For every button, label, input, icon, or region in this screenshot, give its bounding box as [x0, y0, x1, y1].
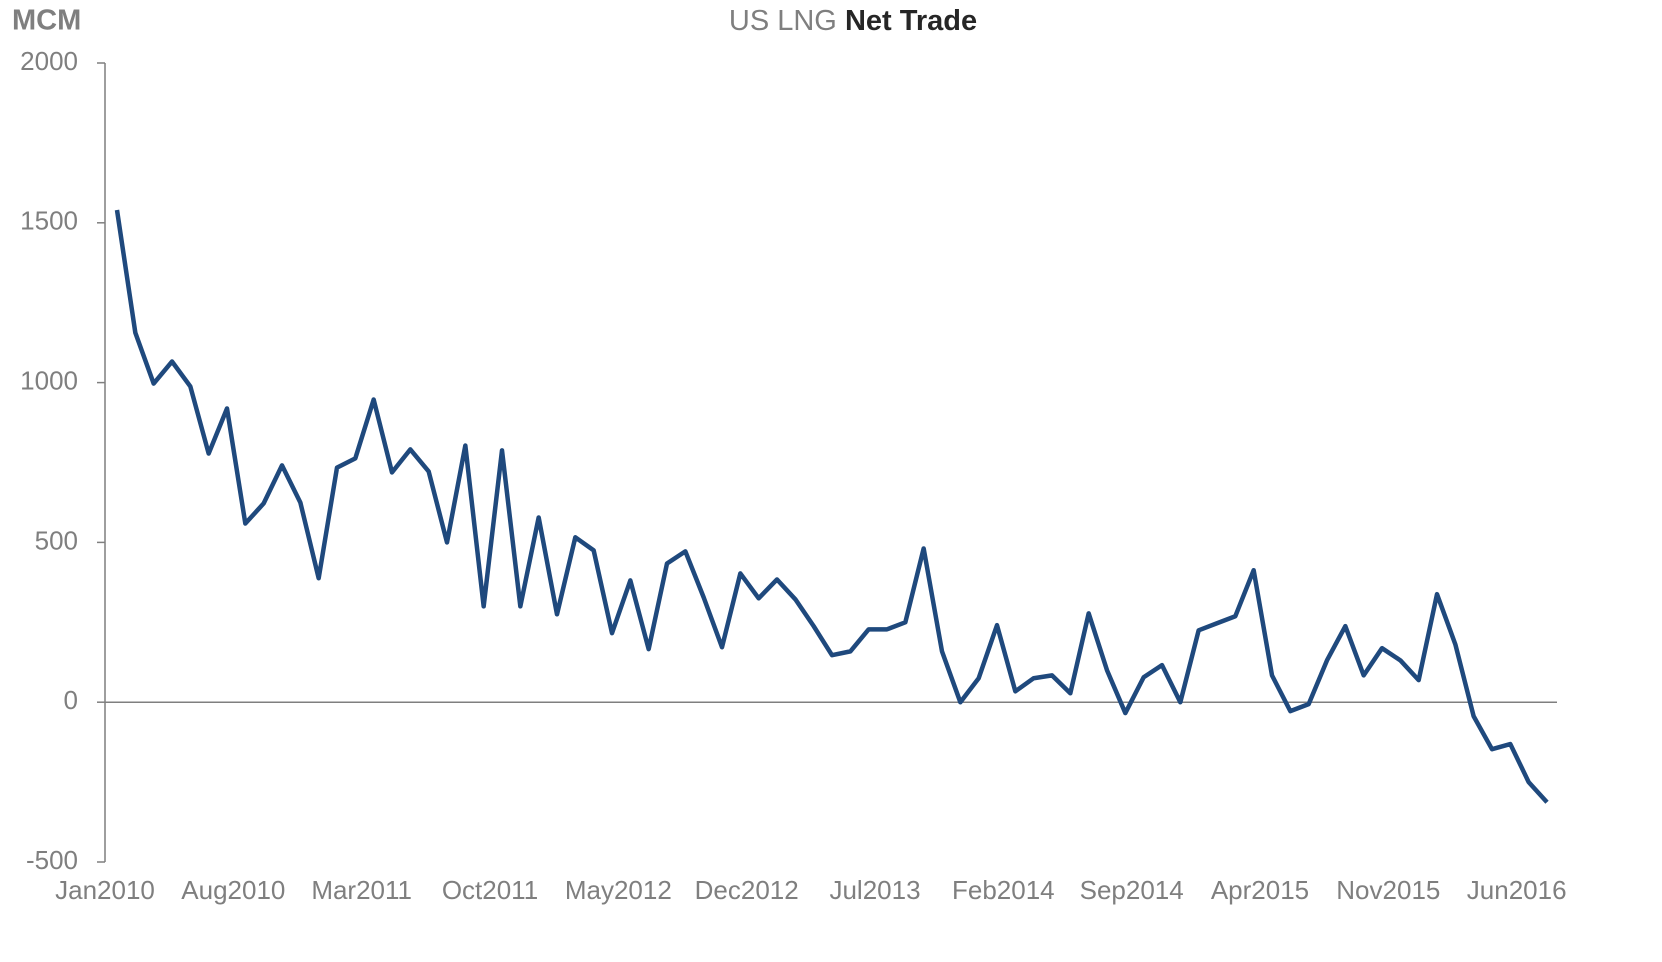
title-prefix: US LNG: [729, 5, 837, 37]
x-tick-label: Oct2011: [442, 875, 538, 905]
x-tick-label: Sep2014: [1080, 875, 1184, 905]
y-tick-label: 500: [35, 525, 78, 555]
x-tick-label: Jul2013: [829, 875, 920, 905]
x-tick-label: Jan2010: [55, 875, 155, 905]
data-line: [114, 209, 1549, 804]
y-tick-label: -500: [26, 845, 78, 875]
x-tick-label: Apr2015: [1211, 875, 1309, 905]
y-tick-label: 1000: [20, 365, 78, 395]
x-tick-label: Nov2015: [1336, 875, 1440, 905]
y-tick-label: 0: [64, 685, 78, 715]
y-tick-label: 2000: [20, 46, 78, 76]
y-axis-label: MCM: [12, 5, 81, 37]
y-tick-label: 1500: [20, 206, 78, 236]
x-tick-label: Aug2010: [181, 875, 285, 905]
chart-title: US LNG Net Trade: [729, 5, 977, 37]
x-tick-label: May2012: [565, 875, 672, 905]
x-tick-label: Jun2016: [1467, 875, 1567, 905]
x-tick-label: Mar2011: [311, 875, 412, 905]
title-main: Net Trade: [845, 5, 977, 37]
x-tick-label: Dec2012: [695, 875, 799, 905]
x-tick-label: Feb2014: [952, 875, 1055, 905]
